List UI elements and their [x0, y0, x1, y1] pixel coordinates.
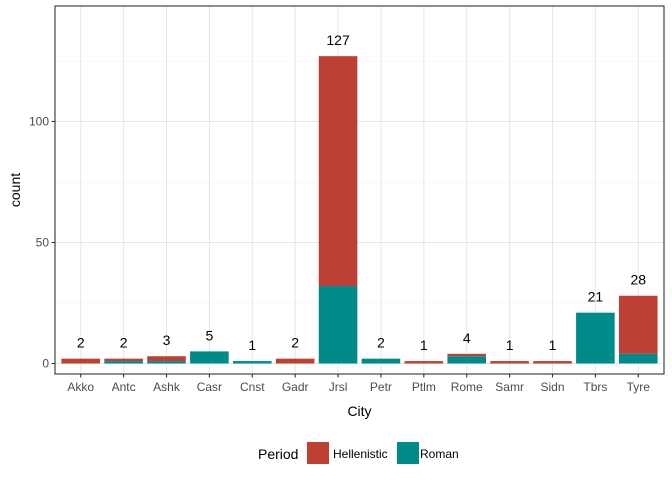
- x-tick-label: Tbrs: [583, 380, 607, 394]
- y-axis: 0 50 100: [29, 115, 55, 371]
- x-tick-label: Jrsl: [329, 380, 348, 394]
- bar-hellenistic-jrsl: [318, 56, 358, 287]
- bar-roman-jrsl: [318, 286, 358, 364]
- bar-total-label: 1: [506, 337, 514, 353]
- x-tick-label: Cnst: [240, 380, 265, 394]
- bar-total-label: 28: [630, 272, 646, 288]
- bar-total-label: 127: [326, 32, 350, 48]
- bar-total-label: 5: [205, 327, 213, 343]
- bar-total-label: 1: [420, 337, 428, 353]
- grid: [55, 6, 664, 374]
- bar-total-label: 1: [549, 337, 557, 353]
- bar-roman-ashk: [147, 361, 186, 364]
- bar-roman-rome: [447, 356, 487, 364]
- x-tick-label: Tyre: [627, 380, 651, 394]
- panel-border: [54, 5, 665, 375]
- bar-total-label: 1: [248, 337, 256, 353]
- bar-roman-cnst: [232, 361, 272, 364]
- bar-total-label: 2: [120, 335, 128, 351]
- bar-roman-antc: [104, 361, 143, 364]
- bar-total-label: 2: [291, 335, 299, 351]
- x-tick-label: Petr: [370, 380, 392, 394]
- bar-hellenistic-sidn: [533, 361, 572, 364]
- bar-hellenistic-antc: [104, 358, 143, 362]
- x-axis: Akko Antc Ashk Casr Cnst Gadr Jrsl Petr Ptlm Rome…: [67, 374, 650, 394]
- y-tick-label: 50: [36, 236, 50, 250]
- bar-roman-casr: [190, 351, 229, 364]
- bar-total-label: 21: [588, 289, 604, 305]
- bar-hellenistic-akko: [61, 358, 101, 364]
- bar-roman-tbrs: [576, 312, 615, 364]
- bar-hellenistic-ashk: [147, 356, 186, 362]
- legend-label-roman: Roman: [420, 447, 459, 461]
- bar-roman-petr: [361, 358, 401, 364]
- bar-hellenistic-ptlm: [404, 361, 444, 364]
- legend-key-hellenistic: [307, 442, 329, 464]
- bar-hellenistic-samr: [490, 361, 529, 364]
- bar-total-label: 4: [463, 330, 471, 346]
- bar-total-label: 2: [77, 335, 85, 351]
- bars: [61, 56, 658, 364]
- x-tick-label: Sidn: [540, 380, 564, 394]
- y-axis-title: count: [7, 173, 23, 207]
- y-tick-label: 0: [42, 357, 49, 371]
- y-tick-label: 100: [29, 115, 49, 129]
- x-tick-label: Gadr: [282, 380, 309, 394]
- bar-total-label: 3: [163, 332, 171, 348]
- bar-hellenistic-gadr: [275, 358, 315, 364]
- legend-key-roman: [397, 442, 419, 464]
- x-tick-label: Samr: [495, 380, 524, 394]
- bar-hellenistic-tyre: [618, 295, 658, 354]
- x-axis-title: City: [347, 403, 371, 419]
- x-tick-label: Casr: [197, 380, 222, 394]
- bar-roman-tyre: [618, 353, 658, 364]
- bar-hellenistic-rome: [447, 353, 487, 357]
- legend: Period Hellenistic Roman: [258, 442, 459, 464]
- legend-label-hellenistic: Hellenistic: [333, 447, 388, 461]
- x-tick-label: Ashk: [153, 380, 181, 394]
- x-tick-label: Rome: [451, 380, 483, 394]
- x-tick-label: Akko: [67, 380, 94, 394]
- legend-title: Period: [258, 446, 298, 462]
- x-tick-label: Antc: [112, 380, 136, 394]
- x-tick-label: Ptlm: [412, 380, 436, 394]
- bar-total-label: 2: [377, 335, 385, 351]
